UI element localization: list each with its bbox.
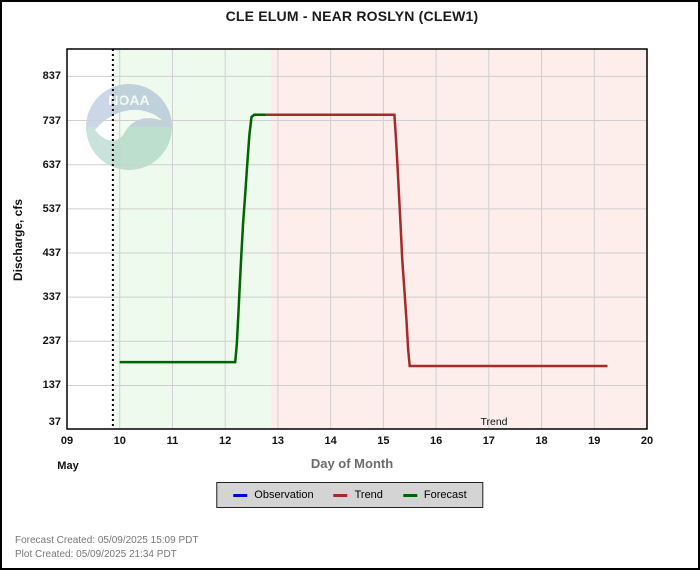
x-tick-label: 15	[377, 435, 390, 447]
legend: Observation Trend Forecast	[216, 482, 484, 508]
x-tick-label: 10	[113, 435, 126, 447]
y-tick-label: 137	[42, 379, 61, 392]
x-tick-label: 16	[429, 435, 443, 447]
series-line-forecast	[119, 113, 267, 364]
noaa-logo-watermark: NOAA	[86, 84, 172, 170]
y-tick-label: 437	[42, 247, 61, 259]
plot-border	[66, 48, 648, 430]
legend-item-observation: Observation	[233, 489, 314, 501]
plot-footer: Forecast Created: 05/09/2025 15:09 PDT P…	[15, 534, 198, 562]
y-tick-label: 237	[42, 335, 61, 348]
observation-line-swatch	[233, 493, 248, 497]
legend-label: Forecast	[423, 489, 467, 501]
legend-item-trend: Trend	[333, 489, 383, 501]
y-tick-label: 737	[42, 114, 61, 127]
x-tick-label: 13	[271, 435, 285, 447]
x-tick-label: 18	[535, 435, 548, 447]
legend-label: Trend	[354, 489, 383, 501]
x-tick-label: 12	[219, 435, 232, 447]
y-tick-label: 637	[42, 158, 61, 171]
plot-created-text: Plot Created: 05/09/2025 21:34 PDT	[15, 549, 177, 560]
discharge-chart: NOAA	[66, 48, 648, 430]
trend-line-swatch	[333, 493, 348, 497]
region-forecast-window	[112, 49, 272, 429]
x-tick-label: 14	[324, 435, 337, 447]
x-axis-title: Day of Month	[310, 456, 394, 471]
series-line-trend	[266, 113, 608, 368]
legend-label: Observation	[254, 489, 314, 501]
x-tick-label: 20	[640, 435, 654, 447]
y-tick-label: 537	[42, 202, 61, 215]
x-tick-label: 17	[482, 435, 495, 447]
trend-annotation: Trend	[480, 416, 508, 428]
x-tick-label: 09	[60, 435, 74, 447]
y-tick-label: 837	[42, 70, 61, 83]
y-tick-label: 337	[42, 291, 61, 304]
noaa-watermark-text: NOAA	[108, 92, 149, 108]
month-label: May	[57, 460, 79, 472]
region-trend-window	[271, 49, 647, 429]
forecast-line-swatch	[402, 493, 417, 497]
y-tick-label: 37	[48, 416, 61, 428]
legend-item-forecast: Forecast	[402, 489, 467, 501]
forecast-created-text: Forecast Created: 05/09/2025 15:09 PDT	[15, 535, 199, 546]
page-title: CLE ELUM - NEAR ROSLYN (CLEW1)	[225, 8, 479, 24]
x-tick-label: 19	[588, 435, 601, 447]
x-tick-label: 11	[166, 435, 179, 447]
